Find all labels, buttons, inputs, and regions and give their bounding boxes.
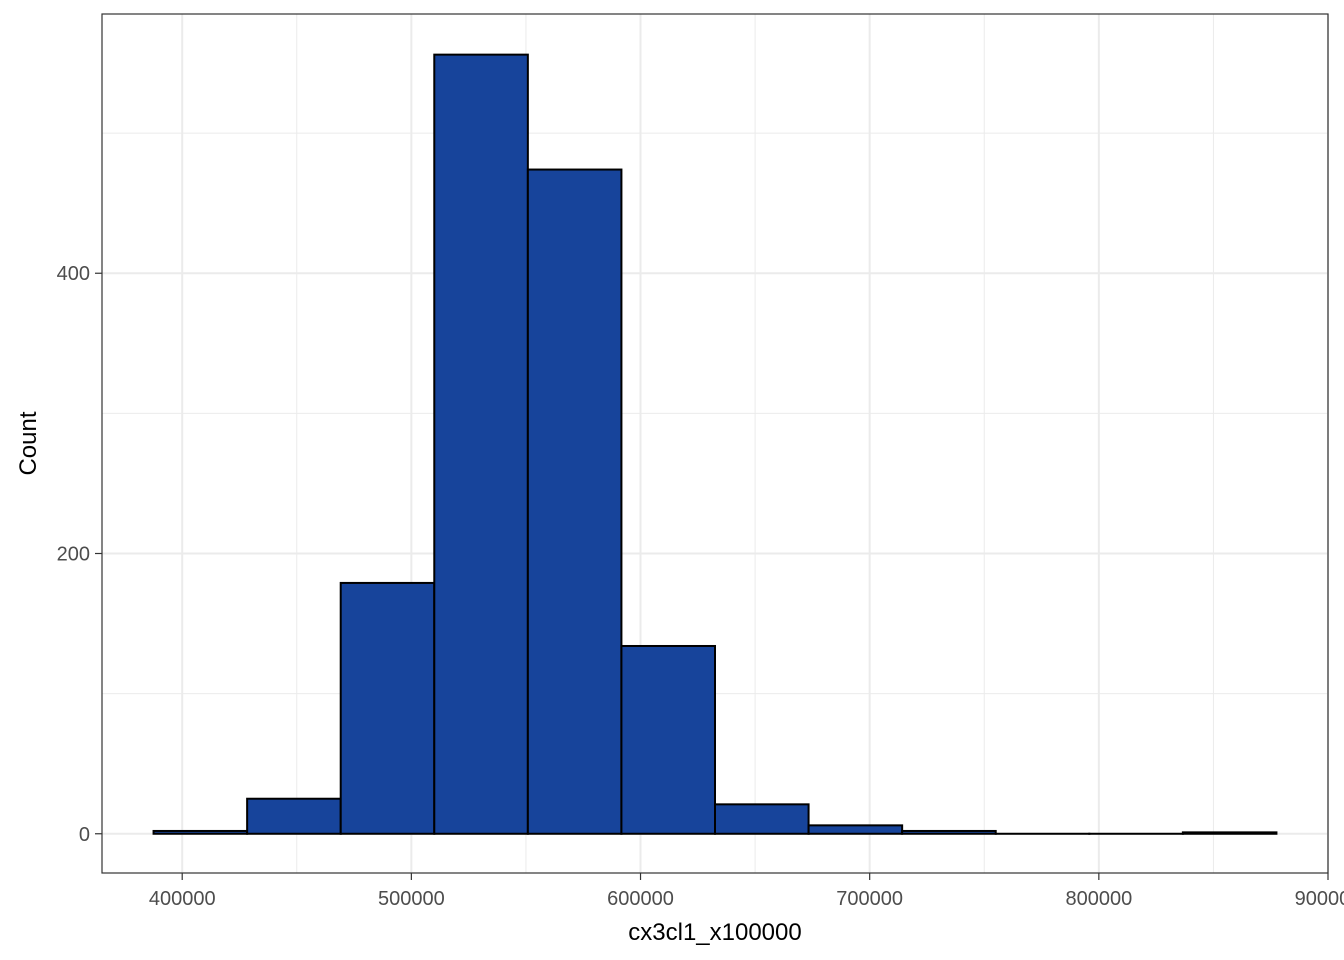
x-axis-title: cx3cl1_x100000 xyxy=(628,919,801,946)
histogram-bar xyxy=(1181,831,1278,835)
histogram-bar xyxy=(339,581,436,835)
y-tick-label: 400 xyxy=(57,263,90,285)
x-tick-label: 500000 xyxy=(378,888,445,910)
x-tick-label: 900000 xyxy=(1295,888,1344,910)
histogram-bars xyxy=(152,53,1278,835)
x-axis: 400000 500000 600000 700000 800000 900000 xyxy=(149,873,1344,910)
histogram-bar xyxy=(901,829,997,835)
histogram-bar xyxy=(807,824,904,835)
y-tick-label: 0 xyxy=(79,824,90,846)
histogram-bar xyxy=(714,803,810,835)
histogram-bar xyxy=(152,829,249,835)
histogram-bar xyxy=(526,168,623,835)
histogram-bar xyxy=(246,797,342,835)
plot-panel-border xyxy=(101,13,1329,874)
histogram-bar xyxy=(433,53,529,835)
histogram-bar xyxy=(620,644,716,835)
x-tick-label: 600000 xyxy=(607,888,674,910)
x-tick-label: 800000 xyxy=(1065,888,1132,910)
y-axis: 0 200 400 xyxy=(57,263,102,846)
x-tick-label: 400000 xyxy=(149,888,216,910)
x-tick-label: 700000 xyxy=(836,888,903,910)
y-axis-title: Count xyxy=(15,411,42,475)
y-tick-label: 200 xyxy=(57,544,90,566)
